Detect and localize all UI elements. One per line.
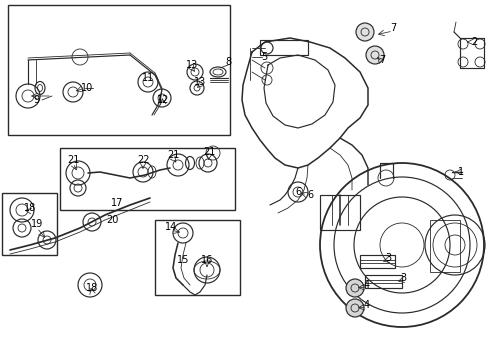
Bar — [155, 220, 240, 295]
Text: 8: 8 — [225, 57, 231, 67]
Text: 22: 22 — [137, 155, 149, 165]
Bar — [60, 148, 235, 210]
Bar — [2, 193, 57, 255]
Text: 12: 12 — [157, 95, 169, 105]
Text: 7: 7 — [390, 23, 396, 33]
Circle shape — [356, 23, 374, 41]
Circle shape — [346, 299, 364, 317]
Text: 3: 3 — [385, 253, 391, 263]
Text: 15: 15 — [177, 255, 189, 265]
Text: 4: 4 — [364, 300, 370, 310]
Text: 20: 20 — [106, 215, 118, 225]
Text: 4: 4 — [364, 280, 370, 290]
Circle shape — [366, 46, 384, 64]
Bar — [320, 195, 360, 230]
Text: 18: 18 — [86, 283, 98, 293]
Text: 1: 1 — [458, 167, 464, 177]
Text: 18: 18 — [24, 203, 36, 213]
Bar — [360, 255, 395, 268]
Text: 21: 21 — [67, 155, 79, 165]
Bar — [8, 5, 230, 135]
Text: 13: 13 — [186, 60, 198, 70]
Bar — [365, 275, 402, 288]
Text: 6: 6 — [307, 190, 313, 200]
Text: 14: 14 — [165, 222, 177, 232]
Text: 21: 21 — [203, 147, 215, 157]
Text: 7: 7 — [379, 55, 385, 65]
Text: 6: 6 — [295, 187, 301, 197]
Text: 3: 3 — [400, 273, 406, 283]
Text: 17: 17 — [111, 198, 123, 208]
Text: 9: 9 — [33, 95, 39, 105]
Text: 2: 2 — [471, 37, 477, 47]
Text: 10: 10 — [81, 83, 93, 93]
Text: 16: 16 — [201, 255, 213, 265]
Text: 21: 21 — [167, 150, 179, 160]
Bar — [430, 220, 460, 272]
Text: 19: 19 — [31, 219, 43, 229]
Text: 5: 5 — [261, 52, 267, 62]
Bar — [260, 40, 308, 55]
Text: 11: 11 — [142, 73, 154, 83]
Circle shape — [346, 279, 364, 297]
Text: 13: 13 — [194, 77, 206, 87]
